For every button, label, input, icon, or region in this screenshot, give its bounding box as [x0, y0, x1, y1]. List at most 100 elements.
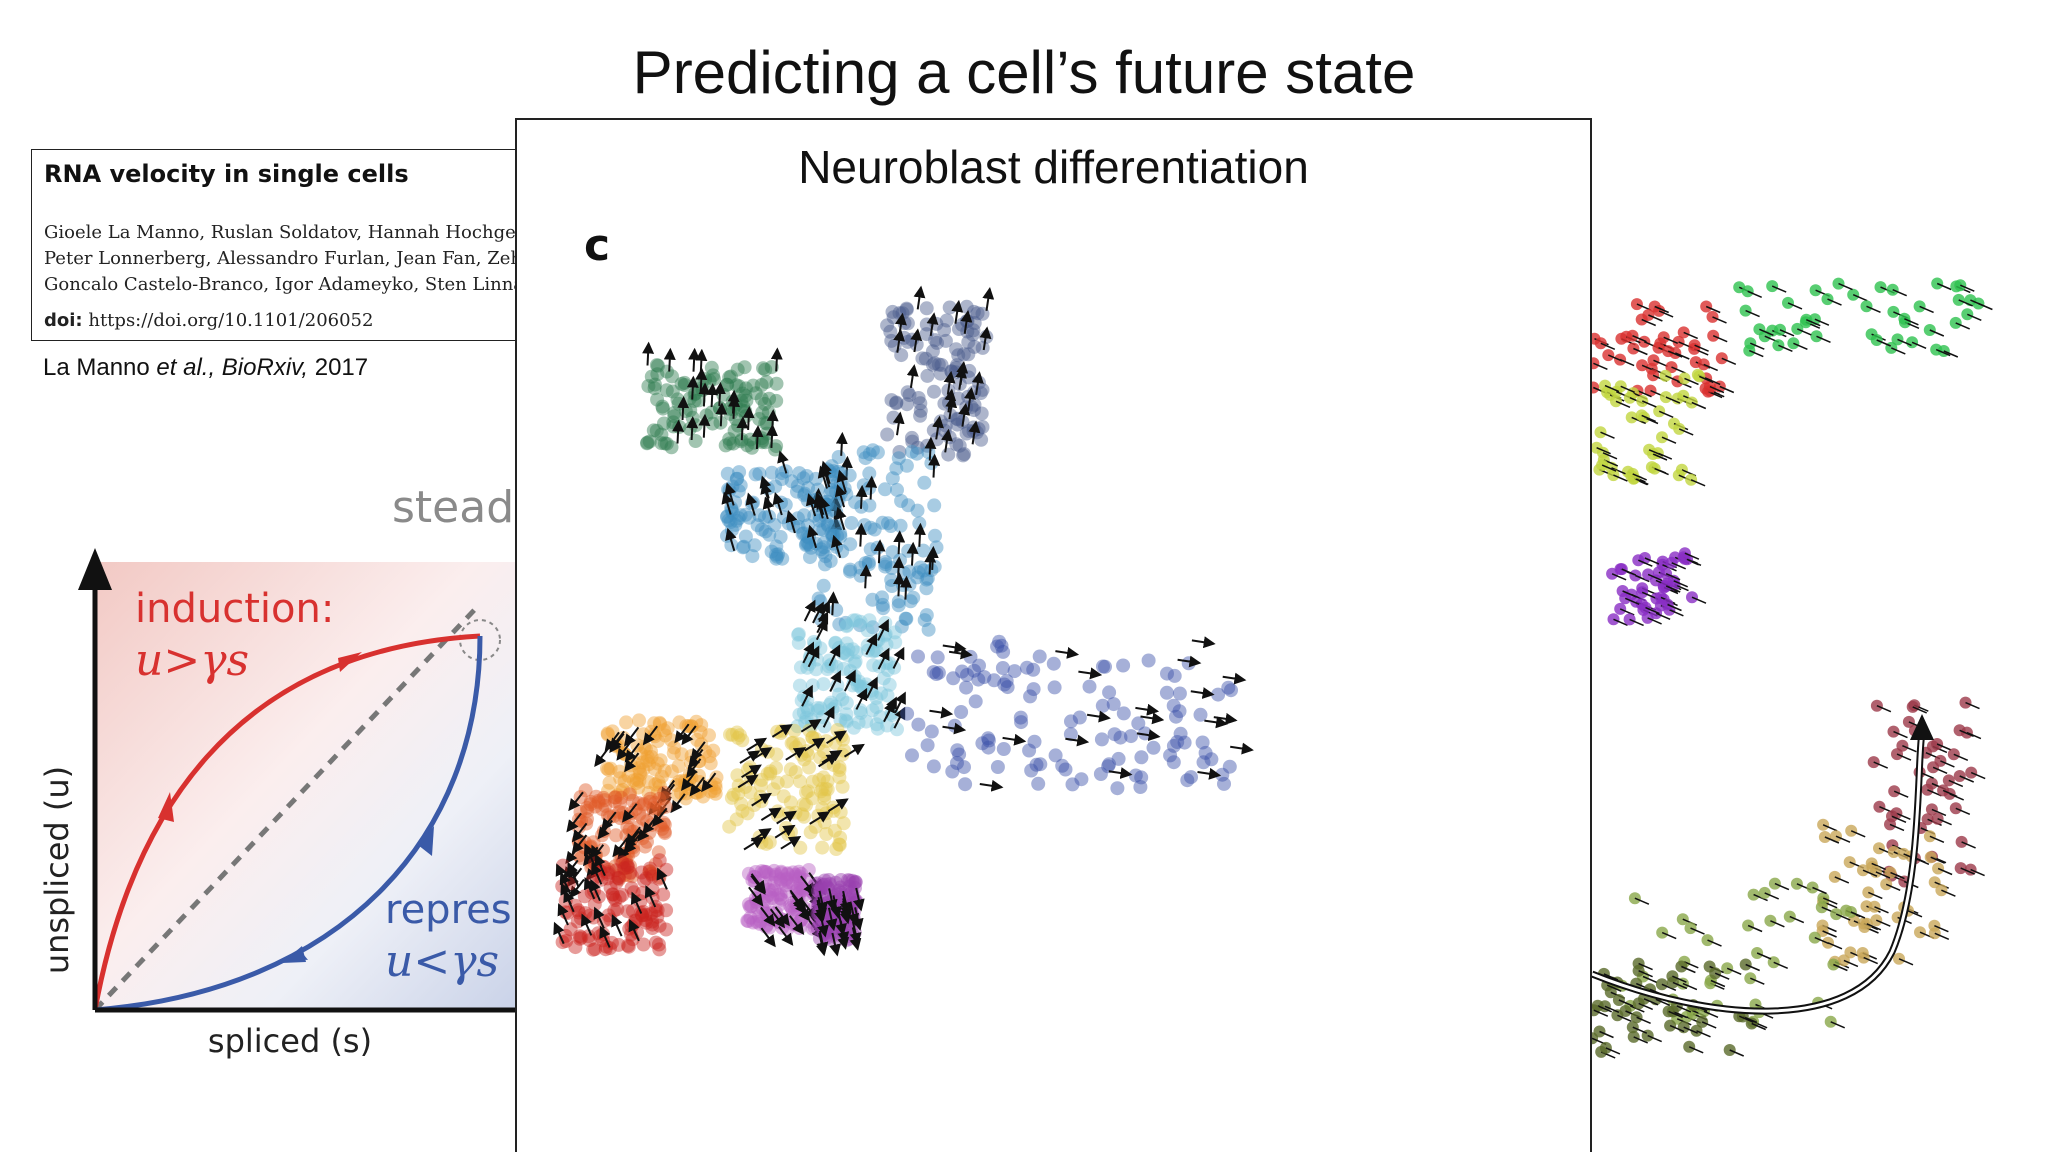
cell-point: [1664, 1019, 1677, 1032]
cell-point: [612, 871, 626, 886]
cell-point: [1888, 785, 1901, 798]
cell-point: [865, 703, 880, 718]
cell-point: [876, 671, 891, 686]
cell-point: [1146, 740, 1161, 755]
cell-point: [835, 692, 850, 707]
cell-point: [823, 554, 838, 568]
cell-point: [875, 590, 889, 605]
citation-journal: BioRxiv,: [221, 354, 309, 381]
cell-point: [743, 910, 758, 925]
cell-point: [921, 622, 936, 637]
cell-point: [573, 931, 587, 946]
cell-point: [853, 614, 868, 629]
cell-point: [1913, 300, 1926, 313]
velocity-arrow: [1935, 348, 1951, 357]
cell-point: [659, 383, 674, 398]
velocity-arrow: [1747, 290, 1762, 298]
cell-point: [845, 642, 860, 657]
cell-point: [910, 440, 925, 455]
cell-point: [817, 791, 832, 806]
velocity-arrow: [1683, 1026, 1698, 1034]
cell-point: [757, 510, 772, 525]
cell-point: [1193, 707, 1208, 722]
cell-point: [643, 794, 657, 809]
doi-link[interactable]: https://doi.org/10.1101/206052: [88, 310, 374, 331]
cell-point: [999, 674, 1014, 688]
cell-point: [834, 873, 849, 887]
cell-point: [919, 608, 934, 623]
velocity-arrow: [1863, 956, 1878, 965]
cell-point: [664, 764, 679, 779]
cell-point: [778, 878, 793, 893]
velocity-arrow: [1641, 414, 1656, 423]
velocity-arrow: [1726, 967, 1742, 975]
cell-point: [610, 788, 625, 803]
velocity-arrow: [766, 423, 778, 448]
velocity-arrow: [1669, 1024, 1685, 1033]
cell-point: [1170, 735, 1185, 749]
cell-point: [733, 508, 748, 523]
cell-point: [765, 883, 780, 898]
velocity-arrow: [1862, 869, 1878, 877]
velocity-arrow: [1665, 585, 1681, 593]
cell-point: [887, 625, 902, 640]
cell-point: [774, 874, 788, 889]
cell-point: [818, 557, 832, 572]
cell-point: [846, 720, 861, 735]
velocity-arrow: [1668, 1010, 1683, 1019]
cell-point: [1843, 856, 1856, 869]
cell-point: [651, 775, 666, 790]
cell-point: [801, 784, 816, 799]
cell-point: [928, 528, 942, 543]
velocity-arrow: [910, 328, 923, 353]
cell-point: [930, 335, 944, 350]
cell-point: [656, 887, 671, 902]
velocity-arrow: [1707, 939, 1722, 947]
cell-point: [764, 360, 779, 375]
cell-point: [657, 436, 672, 451]
cell-point: [742, 510, 757, 525]
cell-point: [784, 736, 799, 751]
cell-point: [757, 396, 772, 411]
cell-point: [840, 648, 855, 663]
repression-curve: [94, 635, 483, 1013]
velocity-arrow: [568, 791, 584, 812]
cell-point: [1643, 443, 1656, 456]
cell-point: [753, 914, 768, 929]
cell-point: [878, 555, 893, 569]
cell-point: [839, 636, 854, 651]
velocity-arrow: [698, 413, 711, 438]
cell-point: [966, 323, 981, 338]
repression-arrowhead-3: [282, 946, 306, 963]
velocity-arrow: [1940, 760, 1955, 768]
cell-point: [786, 735, 801, 750]
cell-point: [620, 860, 634, 875]
cell-point: [640, 436, 654, 451]
velocity-arrow: [1709, 385, 1725, 394]
velocity-arrow: [1636, 1016, 1651, 1024]
cell-point: [870, 721, 885, 736]
cell-point: [648, 903, 663, 918]
cell-point: [632, 773, 647, 788]
cell-point: [1013, 710, 1028, 725]
cell-point: [654, 436, 669, 451]
cell-point: [987, 673, 1002, 688]
cell-point: [920, 368, 935, 383]
velocity-arrow: [1204, 716, 1229, 729]
velocity-arrow: [778, 926, 794, 946]
cell-point: [977, 670, 992, 685]
cell-point: [843, 562, 858, 577]
cell-point: [1163, 748, 1178, 763]
velocity-arrow: [686, 758, 702, 779]
cell-point: [1931, 738, 1944, 750]
velocity-arrow: [630, 891, 643, 914]
cell-point: [817, 788, 832, 803]
cell-point: [970, 306, 985, 321]
cell-point: [843, 886, 858, 901]
steady-state-diagonal: [93, 602, 482, 1012]
cell-point: [951, 348, 966, 363]
cell-point: [884, 561, 899, 575]
cell-point: [642, 864, 657, 879]
cell-point: [598, 798, 613, 813]
velocity-arrow: [1629, 618, 1644, 627]
